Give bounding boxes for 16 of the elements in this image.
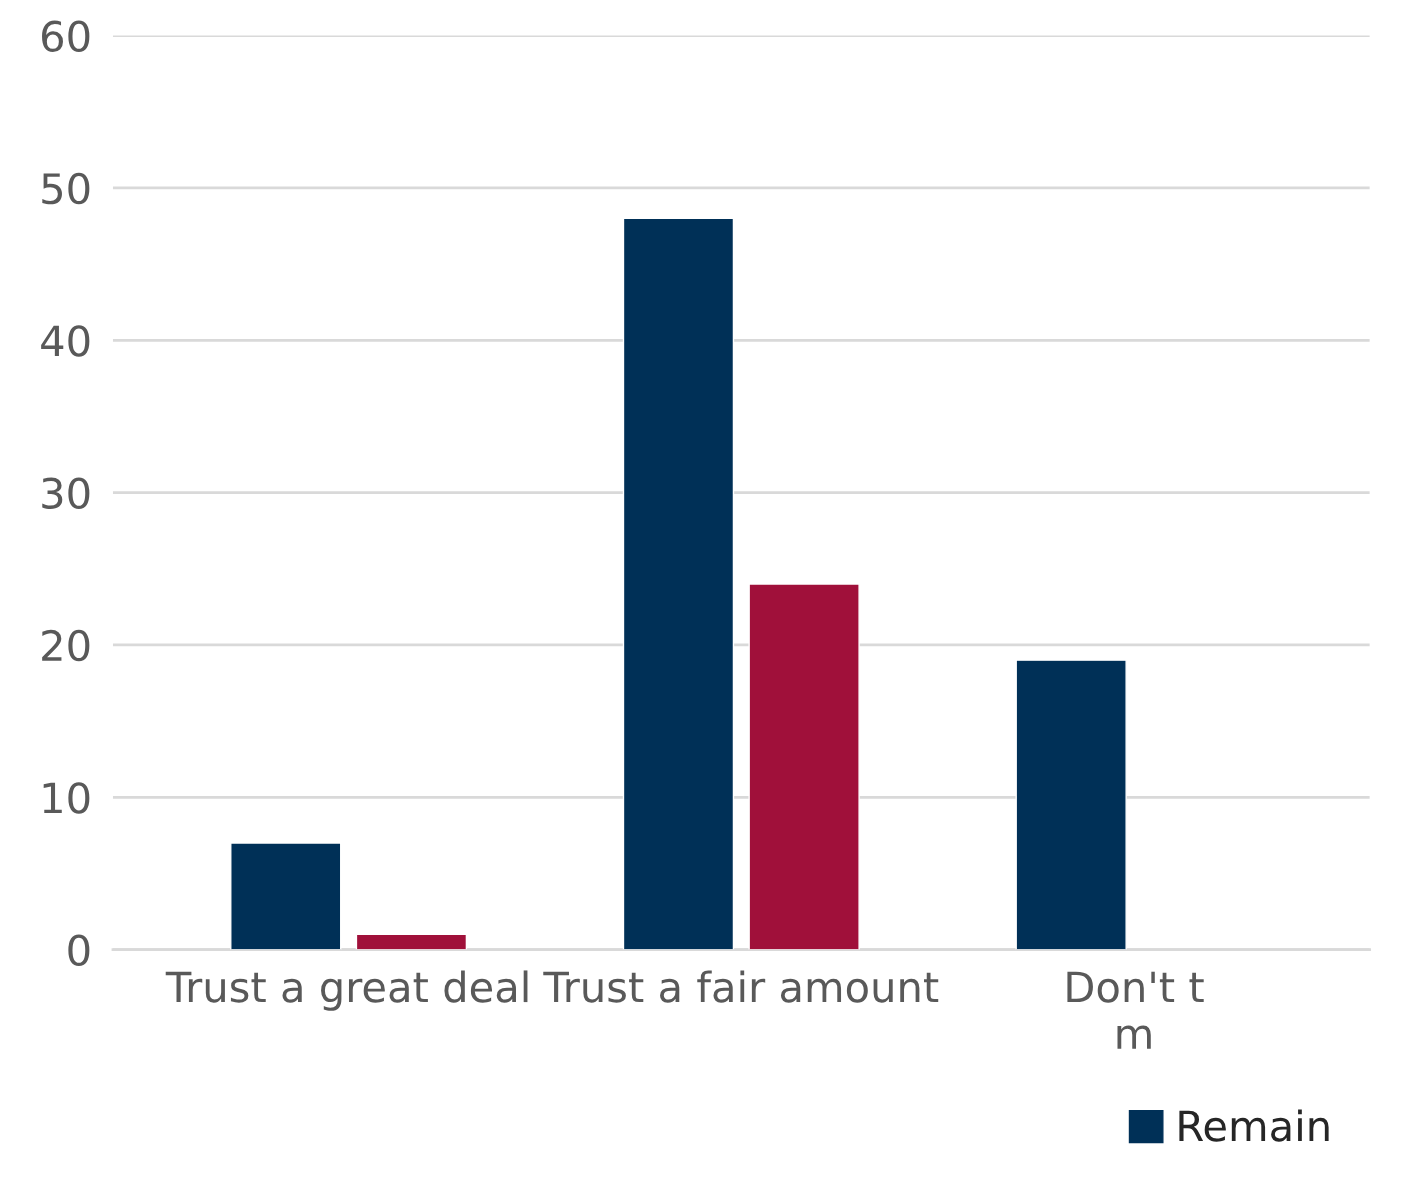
y-tick-label: 40 (41, 325, 90, 357)
legend-label: Remain (1179, 1109, 1329, 1142)
bar (748, 583, 860, 950)
bar (1015, 659, 1127, 950)
bar (230, 842, 342, 950)
bar (622, 217, 735, 950)
x-tick-label: Don't t m (1067, 971, 1204, 1049)
x-tick-label: Trust a fair amount (543, 970, 939, 1003)
bar (355, 933, 468, 950)
y-tick-label: 20 (42, 629, 90, 662)
y-tick-label: 10 (43, 782, 90, 814)
y-tick-label: 50 (42, 172, 90, 205)
y-tick-label: 0 (68, 934, 90, 967)
x-tick-label: Trust a great deal (165, 970, 528, 1011)
y-tick-label: 30 (42, 477, 90, 510)
y-tick-label: 60 (42, 20, 90, 53)
